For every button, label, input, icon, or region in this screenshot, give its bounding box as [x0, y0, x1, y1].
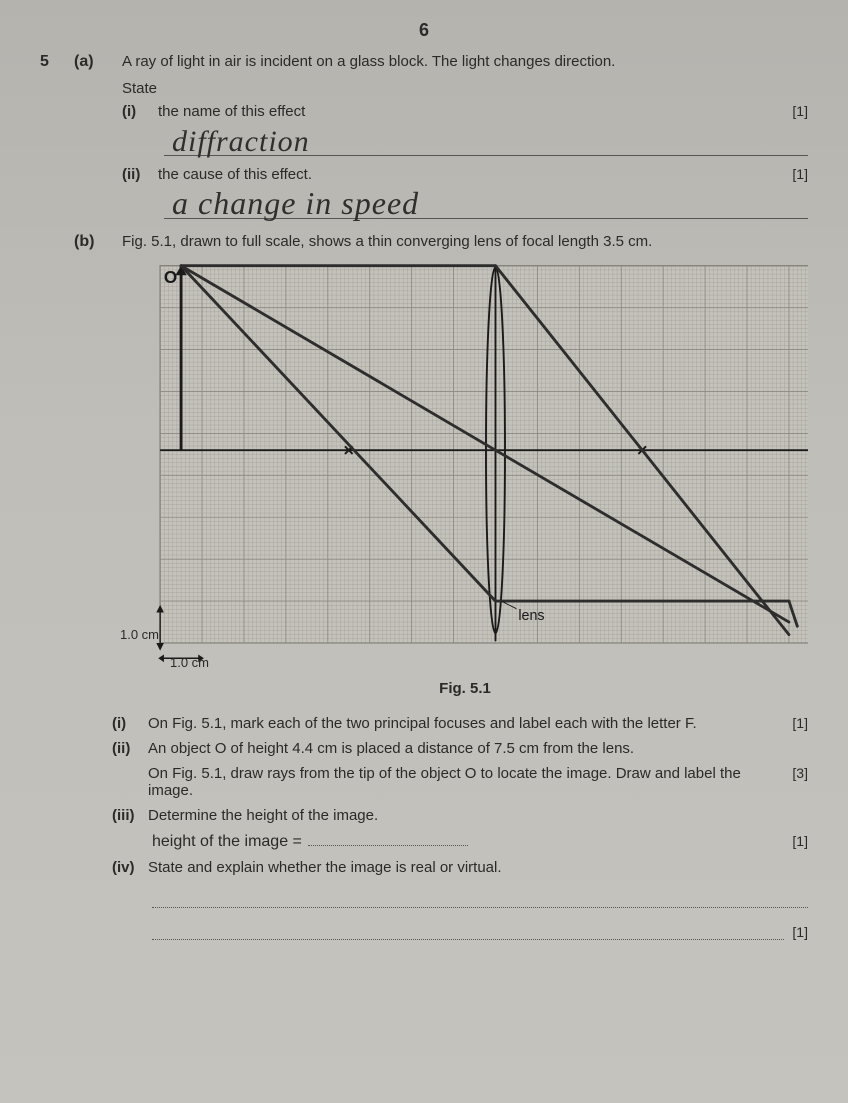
a-ii-mark: [1]	[792, 166, 808, 182]
x-axis-label: 1.0 cm	[170, 655, 209, 670]
svg-text:O: O	[164, 267, 177, 287]
a-i-mark: [1]	[792, 103, 808, 119]
b-ii-mark: [3]	[792, 765, 808, 799]
question-5: 5 (a) A ray of light in air is incident …	[40, 53, 808, 229]
a-i-handwriting: diffraction	[172, 125, 310, 159]
exam-page: 6 5 (a) A ray of light in air is inciden…	[0, 0, 848, 1103]
b-iii-mark: [1]	[792, 833, 808, 849]
a-ii-handwriting: a change in speed	[172, 185, 419, 222]
part-b-body: Fig. 5.1, drawn to full scale, shows a t…	[122, 233, 808, 707]
part-a-body: A ray of light in air is incident on a g…	[122, 53, 808, 229]
svg-text:lens: lens	[518, 608, 544, 624]
question-number: 5	[40, 53, 58, 229]
sub-a-i: (i) the name of this effect [1]	[122, 103, 808, 120]
lens-ray-diagram-svg: Olens	[122, 260, 808, 670]
sub-b-i: (i) On Fig. 5.1, mark each of the two pr…	[112, 715, 808, 732]
b-i-text: On Fig. 5.1, mark each of the two princi…	[148, 715, 784, 732]
height-fill	[308, 832, 468, 846]
page-number: 6	[40, 20, 808, 41]
b-iv-line2	[152, 926, 784, 940]
b-ii-text2: On Fig. 5.1, draw rays from the tip of t…	[148, 765, 784, 799]
height-label: height of the image =	[152, 833, 302, 851]
b-i-label: (i)	[112, 715, 148, 732]
sub-b-ii: (ii) An object O of height 4.4 cm is pla…	[112, 740, 808, 799]
b-iv-label: (iv)	[112, 859, 148, 876]
a-i-text: the name of this effect	[158, 103, 784, 120]
a-ii-answer-line: a change in speed	[164, 185, 808, 219]
sub-a-ii: (ii) the cause of this effect. [1]	[122, 166, 808, 183]
a-ii-text: the cause of this effect.	[158, 166, 784, 183]
a-i-answer-line: diffraction	[164, 122, 808, 156]
part-a-stem: A ray of light in air is incident on a g…	[122, 53, 808, 70]
b-iii-text: Determine the height of the image.	[148, 807, 808, 824]
figure-caption: Fig. 5.1	[122, 680, 808, 697]
part-b-subquestions: (i) On Fig. 5.1, mark each of the two pr…	[112, 715, 808, 940]
b-iii-answer: height of the image = [1]	[152, 832, 808, 851]
b-iii-label: (iii)	[112, 807, 148, 824]
b-i-mark: [1]	[792, 715, 808, 732]
y-axis-label: 1.0 cm	[120, 627, 159, 642]
b-iv-mark: [1]	[792, 924, 808, 940]
part-b: (b) Fig. 5.1, drawn to full scale, shows…	[40, 233, 808, 707]
sub-b-iv: (iv) State and explain whether the image…	[112, 859, 808, 876]
b-iv-text: State and explain whether the image is r…	[148, 859, 808, 876]
part-a-label: (a)	[74, 53, 106, 229]
sub-b-iii: (iii) Determine the height of the image.	[112, 807, 808, 824]
b-ii-text1: An object O of height 4.4 cm is placed a…	[148, 740, 808, 757]
part-b-stem: Fig. 5.1, drawn to full scale, shows a t…	[122, 233, 808, 250]
figure-5-1: Olens 1.0 cm 1.0 cm	[122, 260, 808, 674]
a-i-label: (i)	[122, 103, 158, 120]
state-label: State	[122, 80, 808, 97]
part-b-label: (b)	[74, 233, 106, 707]
b-ii-label: (ii)	[112, 740, 148, 799]
a-ii-label: (ii)	[122, 166, 158, 183]
b-iv-line1	[152, 894, 808, 908]
